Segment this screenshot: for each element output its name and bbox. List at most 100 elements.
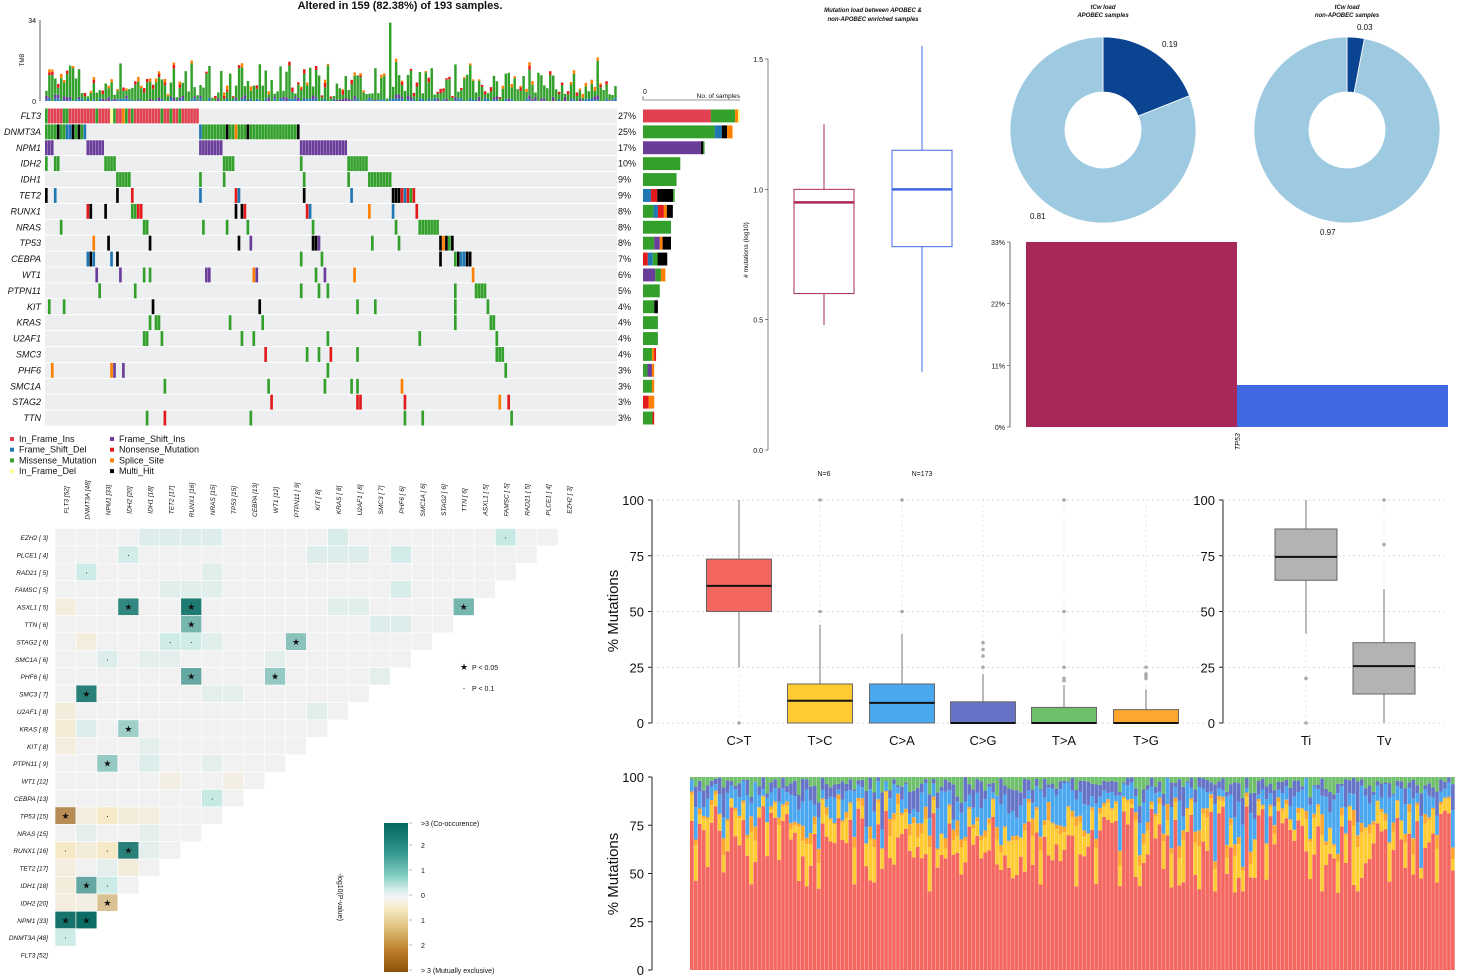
interaction-cell[interactable] [54,893,77,912]
interaction-cell[interactable] [390,632,412,651]
interaction-cell[interactable] [201,719,223,738]
interaction-cell[interactable] [54,702,77,721]
interaction-cell[interactable] [515,545,538,564]
interaction-cell[interactable] [348,615,370,634]
interaction-cell[interactable] [390,580,412,599]
interaction-cell[interactable] [117,562,140,581]
interaction-cell[interactable] [348,667,370,686]
interaction-cell[interactable] [54,789,77,808]
interaction-cell[interactable] [138,528,161,547]
interaction-cell[interactable] [138,545,161,564]
interaction-cell[interactable] [159,702,182,721]
interaction-cell[interactable] [243,719,265,738]
interaction-cell[interactable] [117,667,140,686]
interaction-cell[interactable] [285,736,307,755]
interaction-cell[interactable] [75,649,98,668]
interaction-cell[interactable] [159,667,182,686]
interaction-cell[interactable] [96,528,119,547]
interaction-cell[interactable] [96,580,119,599]
interaction-cell[interactable] [348,580,370,599]
interaction-cell[interactable] [117,823,140,842]
interaction-cell[interactable] [96,562,119,581]
interaction-cell[interactable] [411,615,433,634]
interaction-cell[interactable] [117,649,140,668]
interaction-cell[interactable] [138,719,161,738]
interaction-cell[interactable] [264,736,286,755]
interaction-cell[interactable] [222,632,244,651]
interaction-cell[interactable] [117,528,140,547]
interaction-cell[interactable] [138,597,161,616]
interaction-cell[interactable] [96,684,119,703]
interaction-cell[interactable] [75,580,98,599]
interaction-cell[interactable] [243,736,265,755]
interaction-cell[interactable] [96,719,119,738]
interaction-cell[interactable] [75,736,98,755]
interaction-cell[interactable] [431,545,454,564]
interaction-cell[interactable] [54,562,77,581]
interaction-cell[interactable] [96,789,119,808]
interaction-cell[interactable] [390,597,412,616]
interaction-cell[interactable] [452,597,475,616]
interaction-cell[interactable] [243,545,265,564]
interaction-cell[interactable] [452,545,475,564]
interaction-cell[interactable] [285,528,307,547]
interaction-cell[interactable] [159,649,182,668]
interaction-cell[interactable] [138,684,161,703]
interaction-cell[interactable] [75,528,98,547]
interaction-cell[interactable] [348,528,370,547]
interaction-cell[interactable] [201,580,223,599]
interaction-cell[interactable] [138,823,161,842]
interaction-cell[interactable] [369,597,391,616]
interaction-cell[interactable] [75,545,98,564]
interaction-cell[interactable] [222,545,244,564]
interaction-cell[interactable] [75,910,98,929]
interaction-cell[interactable] [222,528,244,547]
interaction-cell[interactable] [222,771,244,790]
interaction-cell[interactable] [201,771,223,790]
interaction-cell[interactable] [431,615,454,634]
interaction-cell[interactable] [138,771,161,790]
interaction-cell[interactable] [159,841,182,860]
interaction-cell[interactable] [201,754,223,773]
interaction-cell[interactable] [96,545,119,564]
interaction-cell[interactable] [180,562,203,581]
interaction-cell[interactable] [117,580,140,599]
interaction-cell[interactable] [494,545,517,564]
interaction-cell[interactable] [264,562,286,581]
interaction-cell[interactable] [180,771,203,790]
interaction-cell[interactable] [452,562,475,581]
interaction-cell[interactable] [201,736,223,755]
interaction-cell[interactable] [159,528,182,547]
interaction-cell[interactable] [243,667,265,686]
interaction-cell[interactable] [348,545,370,564]
interaction-cell[interactable] [54,649,77,668]
interaction-cell[interactable] [96,858,119,877]
interaction-cell[interactable] [369,615,391,634]
interaction-cell[interactable] [201,806,223,825]
interaction-cell[interactable] [306,528,328,547]
interaction-cell[interactable] [306,632,328,651]
interaction-cell[interactable] [243,528,265,547]
interaction-cell[interactable] [201,597,223,616]
interaction-cell[interactable] [96,702,119,721]
interaction-cell[interactable] [222,754,244,773]
interaction-cell[interactable] [327,649,349,668]
interaction-cell[interactable] [264,632,286,651]
interaction-cell[interactable] [306,597,328,616]
interaction-cell[interactable] [96,632,119,651]
interaction-cell[interactable] [201,528,223,547]
interaction-cell[interactable] [222,615,244,634]
interaction-cell[interactable] [390,545,412,564]
interaction-cell[interactable] [54,928,77,947]
interaction-cell[interactable] [222,736,244,755]
interaction-cell[interactable] [180,823,203,842]
interaction-cell[interactable] [138,580,161,599]
interaction-cell[interactable] [222,684,244,703]
interaction-cell[interactable] [369,649,391,668]
interaction-cell[interactable] [138,667,161,686]
interaction-cell[interactable] [411,632,433,651]
interaction-cell[interactable] [306,545,328,564]
interaction-cell[interactable] [306,719,328,738]
interaction-cell[interactable] [411,562,433,581]
interaction-cell[interactable] [348,562,370,581]
